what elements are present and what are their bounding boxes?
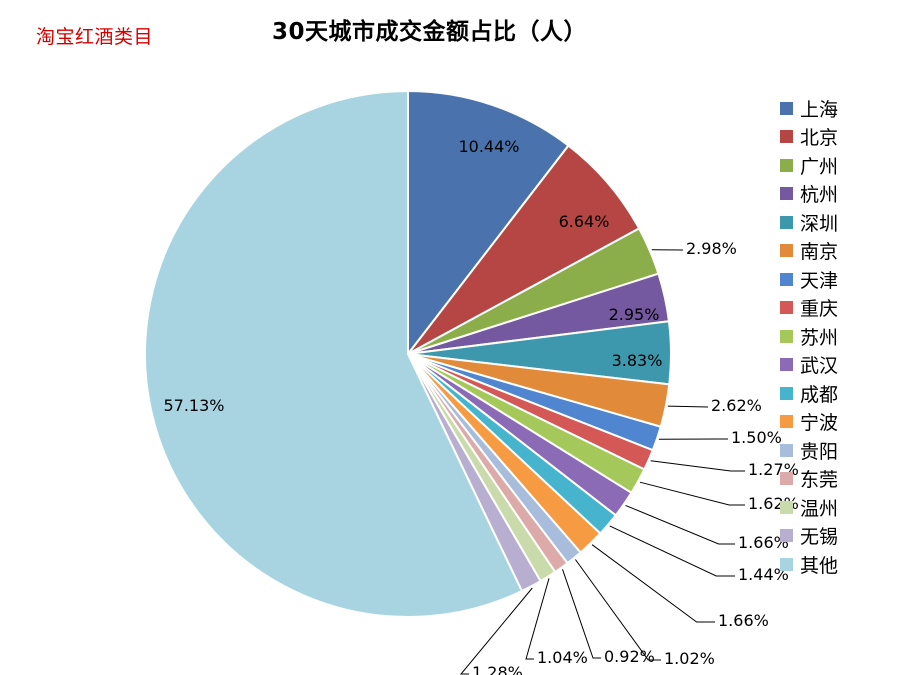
legend-swatch <box>780 557 793 571</box>
data-label: 1.66% <box>718 611 769 630</box>
pie-slice <box>407 89 570 357</box>
legend-swatch <box>780 386 793 400</box>
chart-title: 30天城市成交金额占比（人） <box>272 19 588 45</box>
legend-item: 深圳 <box>780 208 838 237</box>
pie-slices <box>144 89 672 618</box>
legend-item: 东莞 <box>780 465 838 494</box>
leader-line <box>591 544 715 623</box>
legend-item: 上海 <box>780 94 838 123</box>
leader-line <box>667 405 709 408</box>
legend-label: 无锡 <box>800 526 839 549</box>
leader-line <box>574 559 661 661</box>
legend-label: 成都 <box>800 383 839 406</box>
legend-label: 杭州 <box>800 184 839 207</box>
legend-label: 苏州 <box>800 326 839 349</box>
data-label: 2.62% <box>711 396 762 415</box>
legend-label: 东莞 <box>800 469 839 492</box>
data-label: 10.44% <box>458 137 519 156</box>
leader-line <box>525 578 550 660</box>
legend-label: 北京 <box>800 127 839 150</box>
data-label: 6.64% <box>559 212 610 231</box>
data-label: 1.50% <box>731 428 782 447</box>
legend-label: 武汉 <box>800 355 839 378</box>
legend-label: 温州 <box>800 497 839 520</box>
legend-swatch <box>780 500 793 514</box>
leader-line <box>562 569 601 659</box>
data-label: 3.83% <box>612 351 663 370</box>
legend-item: 广州 <box>780 151 838 180</box>
legend-swatch <box>780 358 793 372</box>
legend-label: 贵阳 <box>800 440 839 463</box>
pie-slice <box>407 144 641 355</box>
data-label: 1.02% <box>664 649 715 668</box>
legend-swatch <box>780 187 793 201</box>
legend-swatch <box>780 130 793 144</box>
legend-item: 其他 <box>780 550 838 579</box>
data-label: 1.66% <box>738 533 789 552</box>
leader-line <box>639 481 745 506</box>
data-label: 1.04% <box>537 648 588 667</box>
legend-swatch <box>780 443 793 457</box>
category-label: 淘宝红酒类目 <box>36 26 154 48</box>
legend-item: 北京 <box>780 123 838 152</box>
legend-swatch <box>780 101 793 115</box>
legend-swatch <box>780 272 793 286</box>
legend-swatch <box>780 529 793 543</box>
legend-item: 杭州 <box>780 180 838 209</box>
leader-line <box>650 460 745 472</box>
legend-label: 其他 <box>800 554 839 577</box>
data-label: 1.44% <box>738 565 789 584</box>
legend-label: 南京 <box>800 241 839 264</box>
leader-line <box>459 587 533 675</box>
data-label: 1.28% <box>472 663 523 675</box>
legend-item: 天津 <box>780 265 838 294</box>
legend-swatch <box>780 329 793 343</box>
legend-item: 无锡 <box>780 522 838 551</box>
leader-line <box>609 525 735 577</box>
legend-label: 深圳 <box>800 212 839 235</box>
data-label: 2.95% <box>609 305 660 324</box>
legend-item: 南京 <box>780 237 838 266</box>
legend-item: 成都 <box>780 379 838 408</box>
legend-swatch <box>780 244 793 258</box>
chart-legend: 上海北京广州杭州深圳南京天津重庆苏州武汉成都宁波贵阳东莞温州无锡其他 <box>780 94 838 579</box>
data-label: 2.98% <box>686 239 737 258</box>
legend-label: 天津 <box>800 269 839 292</box>
leader-lines <box>459 249 745 675</box>
legend-item: 温州 <box>780 493 838 522</box>
leader-line <box>625 504 735 545</box>
legend-label: 宁波 <box>800 412 839 435</box>
legend-swatch <box>780 158 793 172</box>
legend-swatch <box>780 301 793 315</box>
legend-item: 贵阳 <box>780 436 838 465</box>
legend-label: 广州 <box>800 155 839 178</box>
legend-item: 宁波 <box>780 408 838 437</box>
data-label: 57.13% <box>163 396 224 415</box>
data-label: 0.92% <box>604 647 655 666</box>
legend-swatch <box>780 215 793 229</box>
data-labels: 10.44%6.64%2.98%2.95%3.83%2.62%1.50%1.27… <box>163 137 798 675</box>
legend-item: 武汉 <box>780 351 838 380</box>
legend-item: 苏州 <box>780 322 838 351</box>
legend-swatch <box>780 415 793 429</box>
legend-label: 重庆 <box>800 298 839 321</box>
pie-slice <box>144 89 524 618</box>
legend-swatch <box>780 472 793 486</box>
legend-label: 上海 <box>800 98 839 121</box>
legend-item: 重庆 <box>780 294 838 323</box>
